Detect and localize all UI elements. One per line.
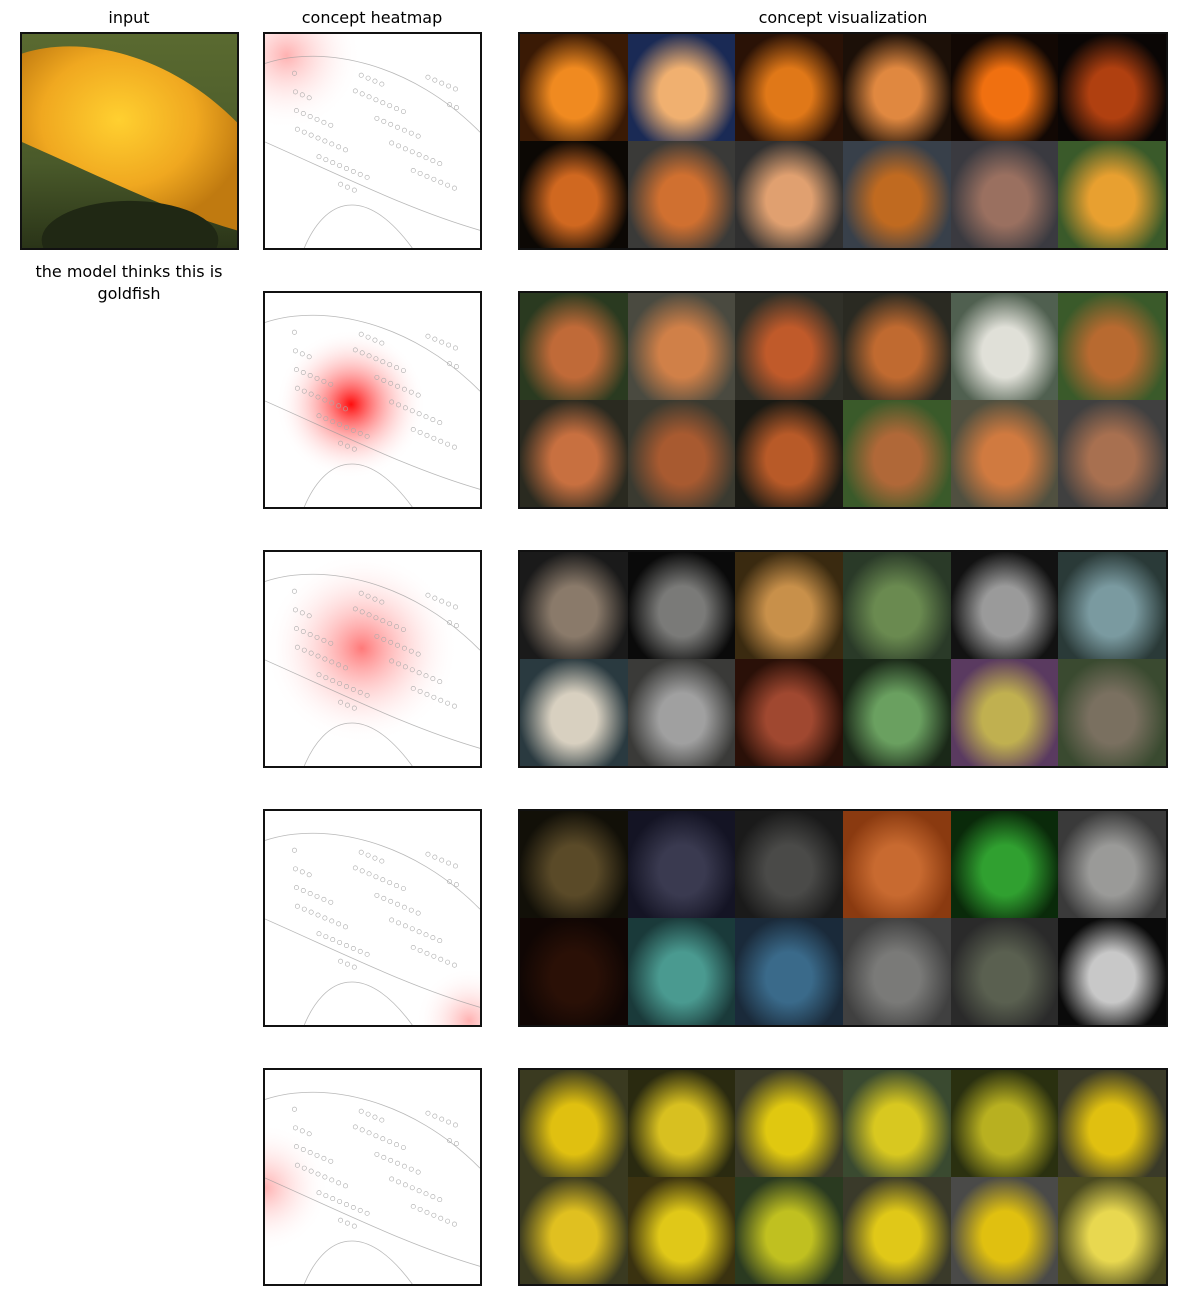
concept-visualization-1 bbox=[518, 32, 1168, 250]
concept-example-tile bbox=[950, 400, 1059, 507]
concept-example-tile bbox=[627, 811, 736, 919]
concept-example-tile bbox=[627, 659, 736, 766]
concept-example-tile bbox=[627, 34, 736, 142]
concept-example-tile bbox=[735, 1177, 844, 1284]
concept-example-tile bbox=[735, 1070, 844, 1178]
concept-example-tile bbox=[843, 1177, 952, 1284]
concept-example-tile bbox=[520, 141, 629, 248]
concept-example-tile bbox=[627, 1177, 736, 1284]
concept-example-tile bbox=[950, 34, 1059, 142]
concept-example-tile bbox=[520, 659, 629, 766]
goldfish-photo bbox=[22, 34, 237, 248]
column-title-visualization: concept visualization bbox=[758, 8, 928, 27]
concept-example-tile bbox=[950, 811, 1059, 919]
concept-example-tile bbox=[735, 400, 844, 507]
concept-example-tile bbox=[627, 1070, 736, 1178]
concept-visualization-3 bbox=[518, 550, 1168, 768]
concept-example-tile bbox=[1058, 552, 1166, 660]
concept-visualization-4 bbox=[518, 809, 1168, 1027]
concept-visualization-2 bbox=[518, 291, 1168, 509]
concept-example-tile bbox=[1058, 1177, 1166, 1284]
concept-heatmap-3 bbox=[263, 550, 482, 768]
concept-heatmap-2 bbox=[263, 291, 482, 509]
concept-example-tile bbox=[735, 552, 844, 660]
input-image bbox=[20, 32, 239, 250]
concept-heatmap-5 bbox=[263, 1068, 482, 1286]
concept-visualization-5 bbox=[518, 1068, 1168, 1286]
concept-example-tile bbox=[1058, 141, 1166, 248]
concept-example-tile bbox=[1058, 811, 1166, 919]
concept-example-tile bbox=[950, 918, 1059, 1025]
concept-example-tile bbox=[843, 34, 952, 142]
concept-example-tile bbox=[950, 293, 1059, 401]
column-title-input: input bbox=[108, 8, 150, 27]
concept-example-tile bbox=[950, 552, 1059, 660]
concept-example-tile bbox=[843, 811, 952, 919]
concept-example-tile bbox=[627, 918, 736, 1025]
concept-example-tile bbox=[843, 293, 952, 401]
concept-heatmap-4 bbox=[263, 809, 482, 1027]
concept-example-tile bbox=[950, 1177, 1059, 1284]
concept-example-tile bbox=[735, 659, 844, 766]
concept-example-tile bbox=[843, 1070, 952, 1178]
concept-example-tile bbox=[950, 659, 1059, 766]
concept-example-tile bbox=[843, 141, 952, 248]
concept-example-tile bbox=[735, 293, 844, 401]
concept-example-tile bbox=[735, 141, 844, 248]
concept-example-tile bbox=[520, 400, 629, 507]
concept-example-tile bbox=[1058, 659, 1166, 766]
concept-example-tile bbox=[520, 1177, 629, 1284]
concept-example-tile bbox=[520, 34, 629, 142]
concept-example-tile bbox=[735, 34, 844, 142]
column-title-heatmap: concept heatmap bbox=[301, 8, 443, 27]
concept-example-tile bbox=[627, 400, 736, 507]
concept-example-tile bbox=[520, 293, 629, 401]
concept-example-tile bbox=[627, 552, 736, 660]
concept-example-tile bbox=[1058, 34, 1166, 142]
concept-example-tile bbox=[843, 400, 952, 507]
concept-example-tile bbox=[843, 918, 952, 1025]
concept-example-tile bbox=[843, 659, 952, 766]
concept-example-tile bbox=[735, 811, 844, 919]
concept-example-tile bbox=[735, 918, 844, 1025]
concept-example-tile bbox=[843, 552, 952, 660]
concept-example-tile bbox=[520, 811, 629, 919]
concept-heatmap-1 bbox=[263, 32, 482, 250]
concept-example-tile bbox=[1058, 400, 1166, 507]
concept-example-tile bbox=[627, 141, 736, 248]
concept-example-tile bbox=[520, 918, 629, 1025]
concept-example-tile bbox=[520, 1070, 629, 1178]
concept-example-tile bbox=[950, 141, 1059, 248]
concept-example-tile bbox=[950, 1070, 1059, 1178]
concept-example-tile bbox=[1058, 918, 1166, 1025]
concept-example-tile bbox=[1058, 293, 1166, 401]
concept-example-tile bbox=[1058, 1070, 1166, 1178]
prediction-caption: the model thinks this is goldfish bbox=[35, 262, 223, 303]
concept-example-tile bbox=[627, 293, 736, 401]
concept-example-tile bbox=[520, 552, 629, 660]
